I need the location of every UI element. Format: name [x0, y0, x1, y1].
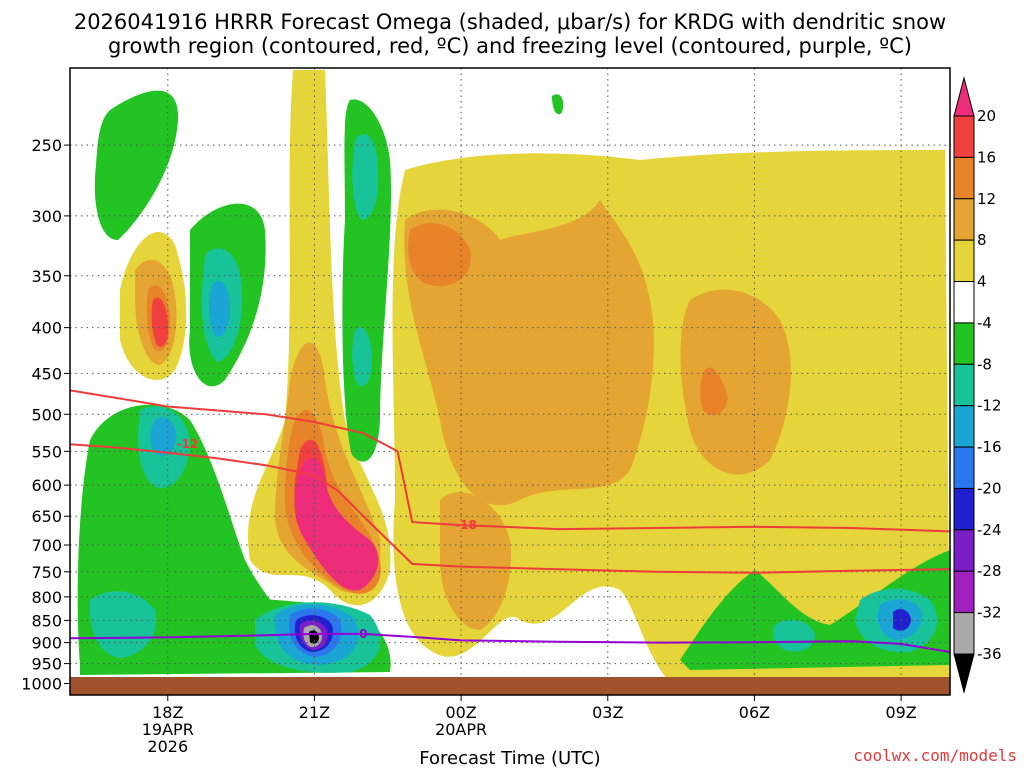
colorbar-segment-4 [953, 239, 975, 283]
colorbar-label-20: 20 [977, 107, 996, 125]
omega-region-neg-teal-2 [352, 134, 379, 220]
omega-region-gt-20 [294, 457, 379, 591]
chart-title-line2: growth region (contoured, red, ºC) and f… [108, 34, 912, 58]
x-tick-label-19APR: 19APR [142, 720, 194, 739]
y-tick-label-500: 500 [31, 405, 62, 424]
contour-label-dendritic--12: -12 [176, 437, 198, 451]
y-tick-label-950: 950 [31, 655, 62, 674]
contour-label-freezing-0: 0 [359, 627, 367, 641]
colorbar-top-triangle [953, 76, 975, 117]
colorbar-label--36: -36 [977, 645, 1002, 663]
omega-region-neg-teal-8 [773, 619, 815, 652]
omega-region-neg-teal-3 [352, 327, 372, 387]
omega-region-neg-cyan-2 [150, 417, 177, 456]
colorbar-label--20: -20 [977, 479, 1002, 497]
colorbar-segment-6 [953, 322, 975, 365]
omega-region-neg-blob-top [552, 94, 564, 115]
colorbar-segment-3 [953, 198, 975, 241]
colorbar-label--4: -4 [977, 314, 992, 332]
y-tick-label-1000: 1000 [21, 675, 62, 694]
contour-freezing-0 [70, 632, 950, 653]
colorbar-label--32: -32 [977, 604, 1002, 622]
y-tick-label-900: 900 [31, 634, 62, 653]
colorbar-label-16: 16 [977, 148, 996, 166]
colorbar-segment-8 [953, 405, 975, 448]
y-tick-label-700: 700 [31, 536, 62, 555]
colorbar-segment-7 [953, 363, 975, 407]
colorbar-segment-9 [953, 446, 975, 489]
plot-frame [69, 67, 951, 696]
colorbar-label-8: 8 [977, 231, 987, 249]
contour-dendritic--12 [70, 443, 950, 574]
contour-label-dendritic--18: -18 [455, 518, 477, 532]
ground-surface [70, 677, 950, 695]
colorbar: 20 16 12 8 4 -4 -8 -12 -16 -20 -24 -28 -32 -36 [953, 76, 1002, 694]
contours: -12 -18 0 [70, 389, 950, 653]
omega-region-neg-blue-2 [893, 609, 911, 631]
y-tick-label-600: 600 [31, 476, 62, 495]
x-tick-label-09Z: 09Z [885, 703, 916, 722]
omega-region-neg-teal-5 [89, 591, 156, 658]
omega-region-8-12-east [680, 289, 791, 475]
y-tick-label-800: 800 [31, 588, 62, 607]
omega-region-neg-left-top [94, 90, 179, 240]
x-tick-label-2026: 2026 [147, 737, 188, 756]
colorbar-label-12: 12 [977, 190, 996, 208]
colorbar-segment-12 [953, 570, 975, 614]
colorbar-segment-11 [953, 529, 975, 572]
x-tick-label-21Z: 21Z [299, 703, 330, 722]
y-tick-label-450: 450 [31, 364, 62, 383]
omega-shading [77, 70, 950, 695]
omega-region-8-12 [404, 200, 654, 506]
colorbar-label--28: -28 [977, 562, 1002, 580]
credit-text: coolwx.com/models [853, 746, 1017, 765]
y-tick-label-850: 850 [31, 611, 62, 630]
colorbar-segment-1 [953, 115, 975, 158]
x-tick-label-03Z: 03Z [592, 703, 623, 722]
chart-title-line1: 2026041916 HRRR Forecast Omega (shaded, … [74, 10, 946, 34]
y-tick-label-350: 350 [31, 267, 62, 286]
x-tick-label-20APR: 20APR [435, 720, 487, 739]
colorbar-segment-13 [953, 612, 975, 655]
omega-region-neg-cyan-1 [208, 281, 230, 337]
y-tick-label-650: 650 [31, 507, 62, 526]
omega-region-12-16 [408, 222, 471, 286]
contour-dendritic--18 [70, 389, 950, 533]
omega-region-12-16-east [700, 367, 728, 416]
colorbar-segment-2 [953, 156, 975, 200]
x-axis-title: Forecast Time (UTC) [419, 748, 600, 768]
x-tick-label-00Z: 00Z [445, 703, 476, 722]
y-tick-label-250: 250 [31, 136, 62, 155]
colorbar-segment-5 [953, 281, 975, 324]
colorbar-label-4: 4 [977, 273, 987, 291]
x-tick-label-06Z: 06Z [739, 703, 770, 722]
colorbar-label--24: -24 [977, 521, 1002, 539]
y-tick-label-750: 750 [31, 563, 62, 582]
omega-region-16-20-left [151, 297, 168, 347]
x-tick-label-18Z: 18Z [152, 703, 183, 722]
y-tick-label-550: 550 [31, 442, 62, 461]
y-axis: 250 300 350 400 450 500 550 600 650 700 750 800 850 9… [21, 136, 70, 694]
colorbar-label--12: -12 [977, 397, 1002, 415]
y-tick-label-400: 400 [31, 319, 62, 338]
y-tick-label-300: 300 [31, 207, 62, 226]
colorbar-label--8: -8 [977, 355, 992, 373]
colorbar-label--16: -16 [977, 438, 1002, 456]
colorbar-bottom-triangle [953, 653, 975, 694]
colorbar-segment-10 [953, 487, 975, 531]
